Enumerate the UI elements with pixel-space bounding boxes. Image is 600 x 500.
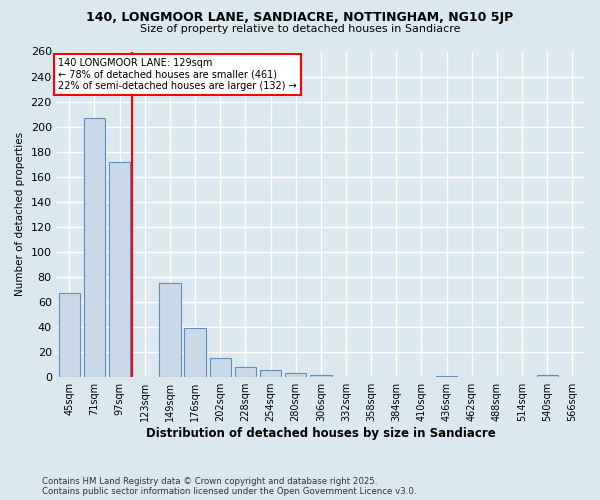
Bar [436,376,457,377]
Bar [84,118,105,377]
Text: Contains HM Land Registry data © Crown copyright and database right 2025.
Contai: Contains HM Land Registry data © Crown c… [42,476,416,496]
Bar [285,374,307,377]
Bar [260,370,281,377]
Y-axis label: Number of detached properties: Number of detached properties [15,132,25,296]
Text: Size of property relative to detached houses in Sandiacre: Size of property relative to detached ho… [140,24,460,34]
Text: 140, LONGMOOR LANE, SANDIACRE, NOTTINGHAM, NG10 5JP: 140, LONGMOOR LANE, SANDIACRE, NOTTINGHA… [86,11,514,24]
Bar [184,328,206,377]
Text: 140 LONGMOOR LANE: 129sqm
← 78% of detached houses are smaller (461)
22% of semi: 140 LONGMOOR LANE: 129sqm ← 78% of detac… [58,58,296,91]
Bar [235,367,256,377]
Bar [59,294,80,377]
Bar [109,162,130,377]
Bar [310,374,332,377]
X-axis label: Distribution of detached houses by size in Sandiacre: Distribution of detached houses by size … [146,427,496,440]
Bar [209,358,231,377]
Bar [159,284,181,377]
Bar [536,374,558,377]
